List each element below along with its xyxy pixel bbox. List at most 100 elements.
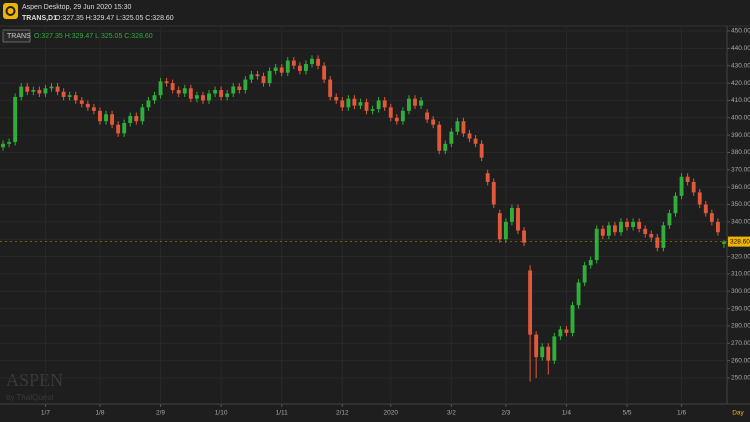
candle-body	[140, 107, 145, 122]
candle-body	[358, 102, 363, 106]
candle-body	[540, 346, 545, 358]
x-tick-label: 2020	[384, 410, 399, 417]
y-tick-label: 350.00	[731, 201, 750, 208]
candle-body	[503, 221, 508, 240]
candle-body	[382, 100, 387, 108]
candle-body	[134, 116, 139, 122]
candle-body	[516, 207, 520, 231]
candle-body	[49, 86, 54, 89]
candle-body	[291, 60, 296, 66]
candle-body	[152, 95, 157, 101]
candle-body	[61, 91, 66, 97]
candle-body	[661, 225, 666, 248]
candle-body	[388, 107, 393, 118]
candle-body	[285, 60, 290, 73]
x-tick-label: 1/11	[276, 410, 289, 417]
candle-body	[485, 173, 490, 182]
candle-body	[249, 74, 254, 80]
legend-ohlc: O:327.35 H:329.47 L:325.05 C:328.60	[34, 33, 153, 40]
candle-body	[1, 143, 5, 148]
candle-body	[449, 131, 454, 144]
candle-body	[534, 334, 539, 358]
candle-body	[194, 95, 199, 99]
candle-body	[582, 265, 587, 283]
candle-body	[679, 176, 684, 196]
candle-body	[304, 63, 308, 71]
candle-body	[37, 90, 42, 94]
x-tick-label: 3/2	[447, 410, 456, 417]
candle-body	[637, 221, 642, 229]
candle-body	[625, 221, 629, 228]
x-tick-label: 2/3	[501, 410, 510, 417]
x-tick-label: 5/5	[623, 410, 632, 417]
candle-body	[455, 121, 460, 132]
y-tick-label: 410.00	[731, 97, 750, 104]
x-tick-label: 1/10	[215, 410, 228, 417]
candle-body	[479, 143, 484, 158]
x-tick-label: 1/4	[562, 410, 571, 417]
candle-body	[413, 98, 417, 106]
candle-body	[400, 110, 405, 122]
candle-body	[655, 237, 660, 248]
candle-body	[19, 86, 24, 97]
y-tick-label: 270.00	[731, 340, 750, 347]
y-tick-label: 340.00	[731, 219, 750, 226]
y-tick-label: 250.00	[731, 375, 750, 382]
candle-body	[612, 225, 617, 233]
candle-body	[364, 102, 369, 111]
candle-body	[419, 100, 423, 106]
candle-body	[552, 336, 557, 361]
candle-body	[231, 86, 236, 94]
candle-body	[722, 241, 726, 244]
candle-body	[73, 95, 78, 101]
candle-body	[691, 181, 696, 193]
candle-body	[328, 79, 333, 97]
candle-body	[522, 230, 526, 243]
candle-body	[649, 233, 654, 238]
candle-body	[213, 90, 218, 94]
candle-body	[594, 228, 599, 261]
candle-body	[576, 282, 581, 306]
candle-body	[158, 81, 163, 96]
candle-body	[461, 121, 466, 134]
candle-body	[110, 114, 115, 125]
candle-body	[267, 70, 272, 84]
watermark-sub: by ThalQuest	[6, 393, 54, 402]
candle-body	[685, 176, 690, 182]
x-axis-unit: Day	[732, 410, 744, 417]
candle-body	[564, 329, 569, 333]
x-tick-label: 2/12	[336, 410, 349, 417]
candle-body	[509, 207, 514, 222]
candle-body	[370, 109, 375, 111]
candle-body	[697, 192, 702, 205]
candle-body	[334, 96, 339, 101]
candle-body	[425, 112, 430, 120]
candle-body	[116, 124, 121, 134]
y-tick-label: 310.00	[731, 271, 750, 278]
ohlc-line: O:327.35 H:329.47 L:325.05 C:328.60	[55, 15, 174, 22]
legend-box	[2, 29, 31, 43]
candle-body	[79, 100, 84, 104]
legend-symbol: TRANS	[7, 33, 31, 40]
last-price-label: 328.60	[730, 238, 750, 245]
candle-body	[128, 116, 133, 123]
y-tick-label: 440.00	[731, 45, 750, 52]
y-tick-label: 290.00	[731, 305, 750, 312]
candle-body	[176, 90, 181, 94]
candle-body	[709, 213, 714, 222]
app-icon	[3, 3, 18, 19]
watermark-logo: ASPEN	[6, 370, 63, 390]
candle-body	[667, 213, 672, 226]
candle-body	[104, 114, 108, 122]
candle-body	[673, 195, 678, 214]
candle-body	[715, 221, 720, 233]
y-tick-label: 450.00	[731, 28, 750, 35]
candle-body	[558, 329, 563, 337]
candle-body	[588, 260, 593, 266]
candle-body	[346, 98, 351, 108]
candle-body	[600, 228, 605, 236]
candle-body	[497, 213, 502, 240]
y-tick-label: 400.00	[731, 114, 750, 121]
